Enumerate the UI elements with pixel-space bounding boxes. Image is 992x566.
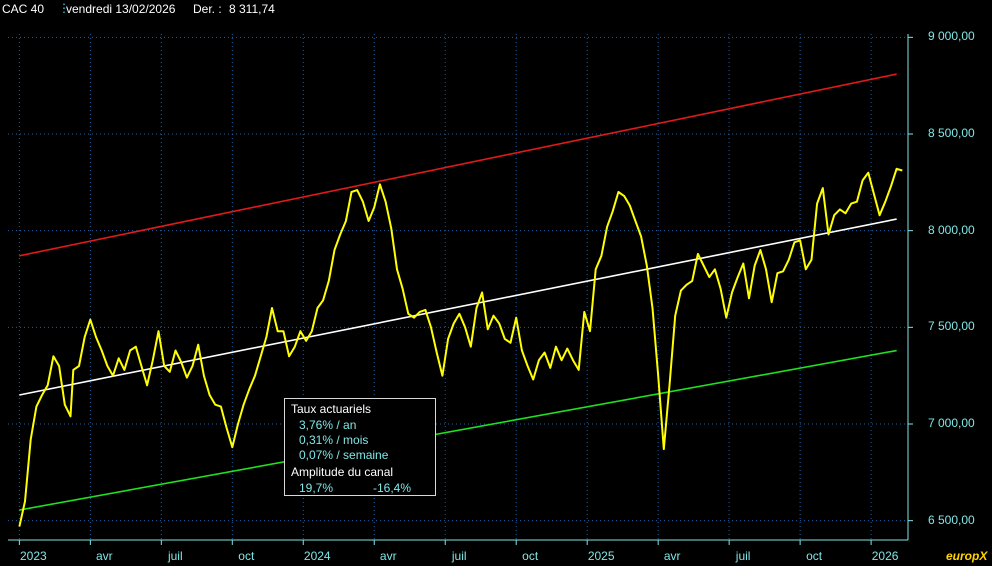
last-value: 8 311,74 [229, 2, 275, 16]
amplitude-down: -16,4% [373, 481, 412, 495]
x-tick-label: juil [735, 549, 751, 563]
x-tick-label: oct [806, 549, 823, 563]
x-tick-label: avr [379, 549, 397, 563]
rate-year: 3,76% / an [299, 418, 357, 432]
upper-channel-line [19, 73, 897, 257]
amplitude-title: Amplitude du canal [291, 465, 394, 479]
symbol-label: CAC 40 [2, 2, 45, 16]
x-tick-label: 2025 [587, 549, 615, 563]
amplitude-up: 19,7% [299, 481, 334, 495]
rates-title: Taux actuariels [291, 402, 372, 416]
date-label: vendredi 13/02/2026 [66, 2, 176, 16]
last-label: Der. : [193, 2, 222, 16]
x-tick-label: oct [522, 549, 539, 563]
x-tick-label: 2023 [19, 549, 47, 563]
middle-channel-line [19, 218, 897, 396]
channel-info-box: Taux actuariels 3,76% / an 0,31% / mois … [284, 398, 436, 496]
price-series-line [18, 167, 903, 527]
x-tick-label: avr [663, 549, 681, 563]
x-tick-label: 2024 [303, 549, 331, 563]
y-tick-label: 7 500,00 [928, 319, 975, 334]
x-tick-label: avr [95, 549, 113, 563]
x-tick-label: oct [238, 549, 255, 563]
y-tick-label: 7 000,00 [928, 416, 975, 430]
y-tick-label: 8 500,00 [928, 126, 975, 140]
brand-logo: europX [946, 549, 988, 563]
x-tick-label: juil [167, 549, 183, 563]
lower-channel-line [19, 349, 897, 511]
x-tick-label: juil [451, 549, 467, 563]
x-tick-label: 2026 [871, 549, 899, 563]
rate-week: 0,07% / semaine [299, 448, 389, 462]
y-tick-label: 6 500,00 [928, 512, 975, 527]
y-tick-label: 8 000,00 [928, 222, 975, 237]
y-tick-label: 9 000,00 [928, 29, 975, 44]
rate-month: 0,31% / mois [299, 433, 369, 447]
header-separator: ⋮ [58, 1, 70, 15]
